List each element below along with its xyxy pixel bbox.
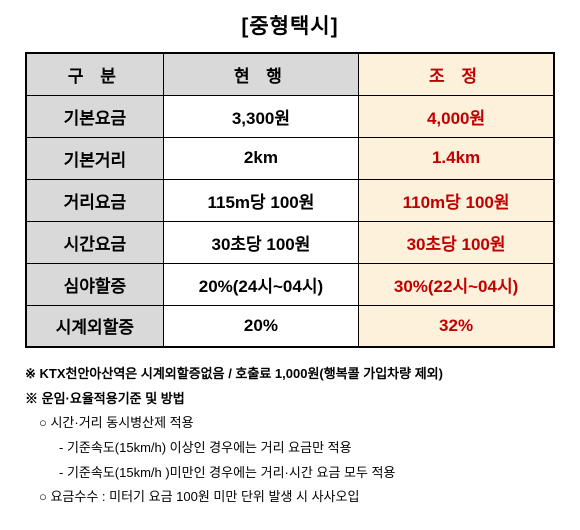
cell-current: 115m당 100원 xyxy=(163,179,358,221)
fare-table: 구 분 현 행 조 정 기본요금 3,300원 4,000원 기본거리 2km … xyxy=(25,52,555,348)
table-row: 시계외할증 20% 32% xyxy=(26,305,554,347)
note-line: ※ KTX천안아산역은 시계외할증없음 / 호출료 1,000원(행복콜 가입차… xyxy=(25,362,555,387)
header-adjusted: 조 정 xyxy=(359,53,554,95)
table-row: 기본거리 2km 1.4km xyxy=(26,137,554,179)
cell-category: 기본거리 xyxy=(26,137,163,179)
cell-category: 심야할증 xyxy=(26,263,163,305)
table-header-row: 구 분 현 행 조 정 xyxy=(26,53,554,95)
cell-current: 20%(24시~04시) xyxy=(163,263,358,305)
cell-current: 3,300원 xyxy=(163,95,358,137)
cell-category: 거리요금 xyxy=(26,179,163,221)
cell-category: 시계외할증 xyxy=(26,305,163,347)
cell-adjusted: 30%(22시~04시) xyxy=(359,263,554,305)
notes-section: ※ KTX천안아산역은 시계외할증없음 / 호출료 1,000원(행복콜 가입차… xyxy=(25,362,555,510)
note-subsubline: - 기준속도(15km/h) 이상인 경우에는 거리 요금만 적용 xyxy=(25,436,555,461)
header-category: 구 분 xyxy=(26,53,163,95)
table-row: 거리요금 115m당 100원 110m당 100원 xyxy=(26,179,554,221)
cell-current: 20% xyxy=(163,305,358,347)
note-subsubline: - 기준속도(15km/h )미만인 경우에는 거리·시간 요금 모두 적용 xyxy=(25,461,555,486)
table-title: [중형택시] xyxy=(25,10,555,40)
cell-adjusted: 110m당 100원 xyxy=(359,179,554,221)
cell-current: 30초당 100원 xyxy=(163,221,358,263)
cell-adjusted: 32% xyxy=(359,305,554,347)
note-line: ※ 운임·요율적용기준 및 방법 xyxy=(25,387,555,412)
table-row: 기본요금 3,300원 4,000원 xyxy=(26,95,554,137)
header-current: 현 행 xyxy=(163,53,358,95)
cell-category: 시간요금 xyxy=(26,221,163,263)
cell-adjusted: 1.4km xyxy=(359,137,554,179)
cell-adjusted: 4,000원 xyxy=(359,95,554,137)
table-row: 시간요금 30초당 100원 30초당 100원 xyxy=(26,221,554,263)
cell-current: 2km xyxy=(163,137,358,179)
table-row: 심야할증 20%(24시~04시) 30%(22시~04시) xyxy=(26,263,554,305)
note-subline: ○ 시간·거리 동시병산제 적용 xyxy=(25,411,555,436)
cell-adjusted: 30초당 100원 xyxy=(359,221,554,263)
cell-category: 기본요금 xyxy=(26,95,163,137)
note-subline: ○ 요금수수 : 미터기 요금 100원 미만 단위 발생 시 사사오입 xyxy=(25,485,555,510)
